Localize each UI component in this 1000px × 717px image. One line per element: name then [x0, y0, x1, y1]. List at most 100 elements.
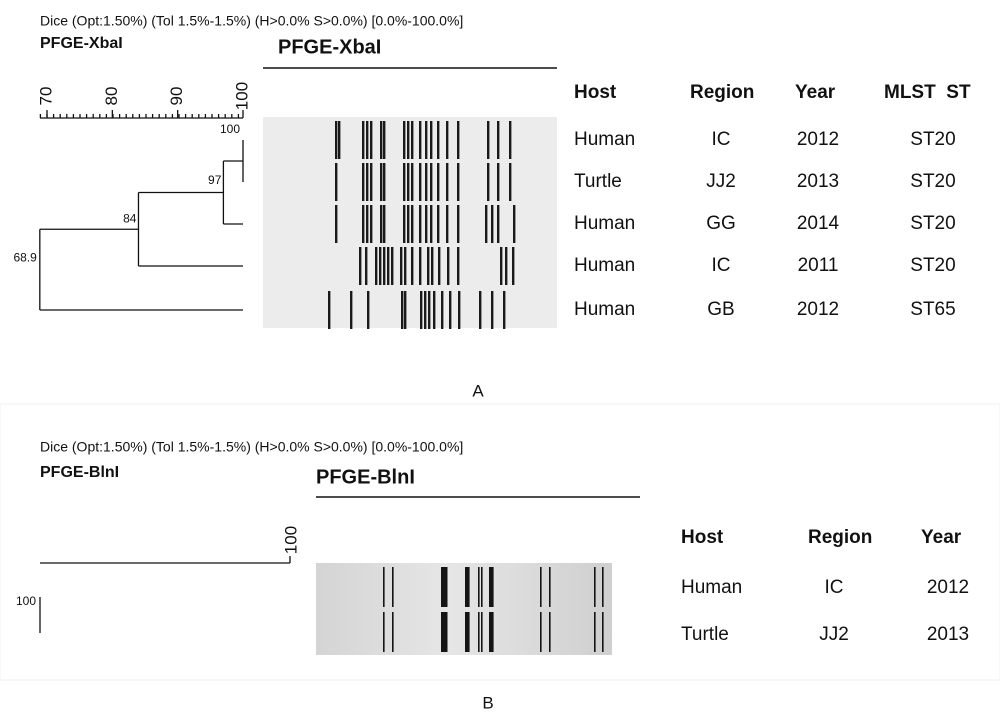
- gel-band: [370, 163, 373, 201]
- gel-band: [383, 163, 386, 201]
- gel-band: [509, 163, 512, 201]
- gel-a: [263, 117, 557, 328]
- gel-band: [497, 121, 500, 159]
- gel-band: [430, 121, 433, 159]
- gel-band: [457, 247, 460, 285]
- gel-band: [540, 567, 542, 607]
- gel-band: [392, 612, 394, 652]
- scale-tick-label: 70: [36, 87, 55, 106]
- gel-band: [411, 247, 414, 285]
- gel-band: [425, 205, 428, 243]
- table-cell: IC: [712, 129, 731, 150]
- gel-band: [549, 567, 551, 607]
- gel-band: [489, 567, 493, 607]
- gel-band: [403, 121, 406, 159]
- gel-band: [328, 291, 331, 329]
- gel-band: [491, 291, 494, 329]
- gel-band: [487, 163, 490, 201]
- gel-band: [404, 247, 407, 285]
- gel-band: [419, 121, 422, 159]
- node-label: 68.9: [13, 250, 37, 264]
- gel-band: [335, 121, 338, 159]
- gel-band: [335, 163, 338, 201]
- gel-band: [428, 291, 431, 329]
- gel-band: [465, 567, 469, 607]
- gel-band: [424, 291, 427, 329]
- table-cell: ST20: [910, 255, 955, 276]
- node-label: 97: [208, 173, 222, 187]
- gel-band: [380, 163, 383, 201]
- gel-band: [481, 612, 483, 652]
- gel-band: [478, 567, 480, 607]
- gel-band: [383, 612, 385, 652]
- gel-band: [380, 205, 383, 243]
- gel-band: [492, 612, 494, 652]
- table-header: Year: [795, 82, 836, 103]
- gel-band: [447, 247, 450, 285]
- gel-band: [407, 121, 410, 159]
- gel-band: [366, 163, 369, 201]
- table-cell: 2012: [927, 577, 969, 598]
- gel-band: [411, 205, 414, 243]
- panel-title: PFGE-BlnI: [40, 464, 119, 481]
- gel-band: [427, 247, 430, 285]
- table-cell: Turtle: [681, 624, 729, 645]
- table-header: Year: [921, 527, 962, 548]
- gel-band: [411, 121, 414, 159]
- gel-band: [444, 567, 448, 607]
- gel-band: [457, 121, 460, 159]
- table-header: Host: [681, 527, 724, 548]
- table-cell: GB: [707, 299, 734, 320]
- gel-title: PFGE-BlnI: [316, 466, 415, 488]
- table-cell: Human: [574, 213, 635, 234]
- gel-band: [441, 291, 444, 329]
- table-header: Region: [808, 527, 872, 548]
- gel-band: [401, 291, 404, 329]
- table-cell: Turtle: [574, 171, 622, 192]
- node-label: 100: [220, 122, 240, 136]
- gel-band: [487, 121, 490, 159]
- table-cell: Human: [574, 255, 635, 276]
- gel-band: [365, 247, 368, 285]
- gel-band: [425, 121, 428, 159]
- gel-band: [425, 163, 428, 201]
- gel-band: [387, 247, 390, 285]
- gel-band: [437, 205, 440, 243]
- gel-title: PFGE-XbaI: [278, 36, 381, 58]
- gel-band: [505, 247, 508, 285]
- table-cell: 2013: [927, 624, 969, 645]
- gel-band: [366, 121, 369, 159]
- table-cell: Human: [681, 577, 742, 598]
- table-cell: 2014: [797, 213, 840, 234]
- gel-band: [430, 163, 433, 201]
- gel-band: [497, 205, 500, 243]
- gel-b: [316, 563, 612, 655]
- gel-band: [465, 612, 469, 652]
- gel-band: [392, 567, 394, 607]
- table-cell: 2011: [798, 255, 839, 276]
- gel-band: [407, 205, 410, 243]
- gel-band: [430, 205, 433, 243]
- gel-band: [468, 567, 470, 607]
- table-cell: Human: [574, 299, 635, 320]
- gel-band: [497, 163, 500, 201]
- gel-band: [375, 247, 378, 285]
- panel-title: PFGE-XbaI: [40, 35, 123, 52]
- gel-band: [370, 121, 373, 159]
- gel-band: [438, 247, 441, 285]
- gel-band: [457, 205, 460, 243]
- gel-band: [391, 247, 394, 285]
- gel-band: [411, 163, 414, 201]
- gel-band: [446, 163, 449, 201]
- panel-label: B: [482, 693, 493, 712]
- dice-settings: Dice (Opt:1.50%) (Tol 1.5%-1.5%) (H>0.0%…: [40, 439, 463, 455]
- table-cell: ST20: [910, 129, 955, 150]
- table-cell: 2012: [797, 299, 839, 320]
- scale-tick-label: 80: [102, 87, 121, 106]
- gel-band: [441, 567, 445, 607]
- gel-band: [602, 567, 604, 607]
- gel-band: [400, 247, 403, 285]
- gel-band: [362, 205, 365, 243]
- gel-band: [594, 612, 596, 652]
